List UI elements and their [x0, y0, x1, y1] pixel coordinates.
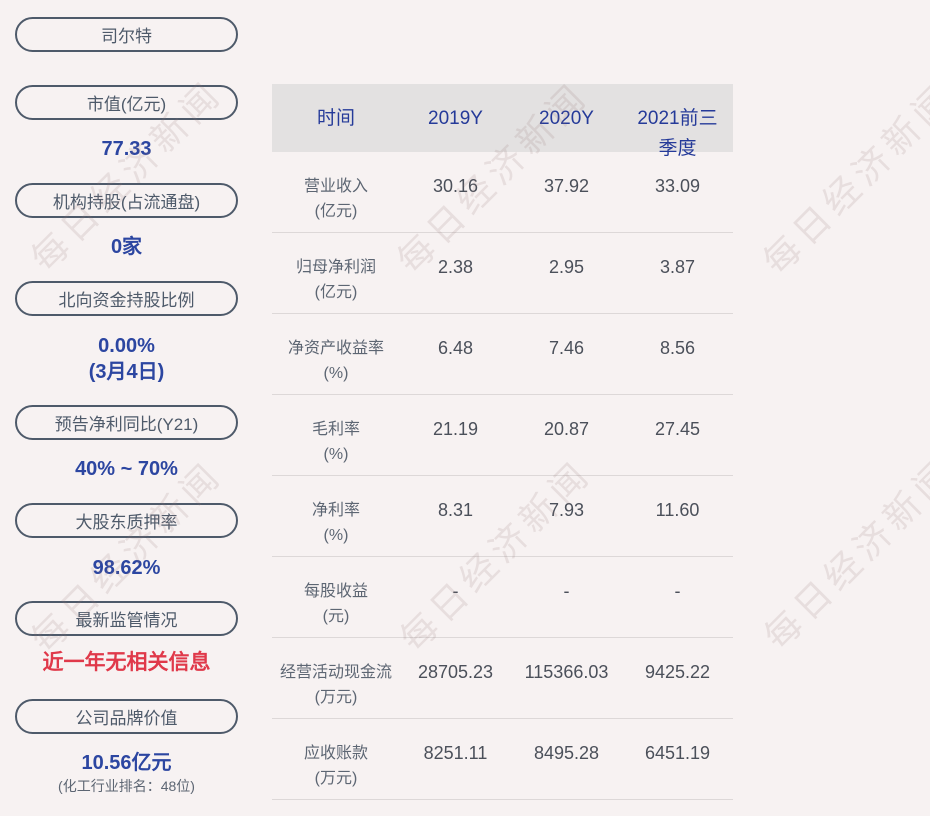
northbound-holding-label: 北向资金持股比例 — [58, 291, 195, 310]
row-value: 3.87 — [659, 257, 696, 277]
row-unit: (元) — [322, 608, 350, 625]
profit-forecast-label: 预告净利同比(Y21) — [54, 415, 199, 434]
row-value: 21.19 — [432, 419, 479, 439]
row-unit: (%) — [323, 365, 349, 382]
regulation-label: 最新监管情况 — [75, 611, 178, 630]
market-cap-value: 77.33 — [101, 138, 152, 160]
table-row: 营业收入 (亿元) 30.16 37.92 33.09 — [272, 152, 733, 233]
row-label: 归母净利润 — [295, 259, 376, 276]
table-row: 归母净利润 (亿元) 2.38 2.95 3.87 — [272, 233, 733, 314]
row-unit: (亿元) — [314, 203, 358, 220]
header-2019: 2019Y — [428, 108, 483, 129]
institution-holding-label: 机构持股(占流通盘) — [52, 193, 201, 212]
company-name-pill: 司尔特 — [15, 17, 238, 52]
row-unit: (亿元) — [314, 284, 358, 301]
profit-forecast-value: 40% ~ 70% — [75, 458, 178, 480]
table-header-row: 时间 2019Y 2020Y 2021前三季度 — [272, 84, 733, 159]
table-row: 净资产收益率 (%) 6.48 7.46 8.56 — [272, 314, 733, 395]
row-value: 7.93 — [548, 500, 585, 520]
row-value: - — [452, 581, 459, 601]
table-row: 每股收益 (元) - - - — [272, 557, 733, 638]
pledge-ratio-pill: 大股东质押率 — [15, 503, 238, 538]
row-value: 2.38 — [437, 257, 474, 277]
row-label: 经营活动现金流 — [279, 664, 392, 681]
row-unit: (万元) — [314, 770, 358, 787]
market-cap-label: 市值(亿元) — [86, 95, 167, 114]
header-2020: 2020Y — [539, 108, 594, 129]
row-value: 11.60 — [655, 500, 700, 520]
row-value: - — [563, 581, 570, 601]
row-value: 9425.22 — [644, 662, 711, 682]
northbound-holding-value: 0.00% (3月4日) — [15, 333, 238, 385]
row-value: 6451.19 — [644, 743, 711, 763]
institution-holding-value: 0家 — [110, 236, 143, 258]
stats-sidebar: 司尔特 市值(亿元) 77.33 机构持股(占流通盘) 0家 北向资金持股比例 … — [15, 0, 238, 816]
row-value: 27.45 — [654, 419, 701, 439]
row-value: 115366.03 — [524, 662, 609, 682]
row-unit: (%) — [323, 446, 349, 463]
northbound-holding-percent: 0.00% — [98, 335, 155, 357]
market-cap-pill: 市值(亿元) — [15, 85, 238, 120]
brand-value-label: 公司品牌价值 — [75, 709, 178, 728]
row-value: 8495.28 — [533, 743, 600, 763]
table-row: 净利率 (%) 8.31 7.93 11.60 — [272, 476, 733, 557]
row-value: 7.46 — [548, 338, 585, 358]
row-value: 37.92 — [543, 176, 590, 196]
row-unit: (万元) — [314, 689, 358, 706]
row-value: 8.31 — [437, 500, 474, 520]
row-value: 28705.23 — [417, 662, 494, 682]
pledge-ratio-label: 大股东质押率 — [75, 513, 178, 532]
row-value: 20.87 — [543, 419, 590, 439]
regulation-pill: 最新监管情况 — [15, 601, 238, 636]
row-label: 净资产收益率 — [287, 340, 384, 357]
northbound-holding-pill: 北向资金持股比例 — [15, 281, 238, 316]
northbound-holding-date: (3月4日) — [88, 361, 165, 383]
regulation-value: 近一年无相关信息 — [42, 651, 211, 674]
watermark-text: 每日经济新闻 — [756, 450, 930, 658]
header-2021q3: 2021前三季度 — [637, 108, 718, 159]
row-label: 每股收益 — [303, 583, 368, 600]
brand-value-amount: 10.56亿元 — [81, 752, 172, 774]
company-name: 司尔特 — [101, 27, 152, 46]
table-row: 毛利率 (%) 21.19 20.87 27.45 — [272, 395, 733, 476]
row-value: 8.56 — [659, 338, 696, 358]
header-time: 时间 — [316, 108, 355, 129]
table-row: 经营活动现金流 (万元) 28705.23 115366.03 9425.22 — [272, 638, 733, 719]
profit-forecast-pill: 预告净利同比(Y21) — [15, 405, 238, 440]
row-label: 净利率 — [311, 502, 360, 519]
row-value: 6.48 — [437, 338, 474, 358]
table-row: 应收账款 (万元) 8251.11 8495.28 6451.19 — [272, 719, 733, 800]
row-value: 33.09 — [654, 176, 701, 196]
row-label: 应收账款 — [303, 745, 368, 762]
row-unit: (%) — [323, 527, 349, 544]
financials-table: 时间 2019Y 2020Y 2021前三季度 营业收入 (亿元) 30.16 3… — [272, 84, 733, 800]
row-value: 8251.11 — [423, 743, 488, 763]
watermark-text: 每日经济新闻 — [755, 75, 930, 283]
row-value: 2.95 — [548, 257, 585, 277]
brand-value-pill: 公司品牌价值 — [15, 699, 238, 734]
pledge-ratio-value: 98.62% — [92, 557, 161, 579]
institution-holding-pill: 机构持股(占流通盘) — [15, 183, 238, 218]
row-label: 营业收入 — [303, 178, 368, 195]
row-value: - — [674, 581, 681, 601]
row-label: 毛利率 — [311, 421, 360, 438]
row-value: 30.16 — [432, 176, 479, 196]
brand-value-rank: (化工行业排名：48位) — [58, 778, 195, 794]
